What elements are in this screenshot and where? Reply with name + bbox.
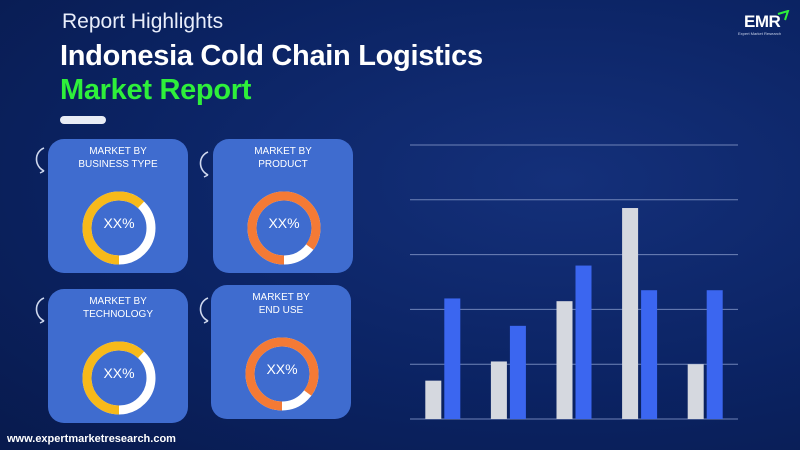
card-end-use: MARKET BY END USE XX% — [211, 285, 351, 419]
bar-chart — [410, 144, 738, 420]
website-url[interactable]: www.expertmarketresearch.com — [7, 433, 176, 445]
swirl-arrow-icon — [35, 147, 45, 174]
ring-value: XX% — [266, 361, 298, 377]
card-label-line2: END USE — [258, 305, 304, 316]
card-label-line1: MARKET BY — [89, 296, 147, 307]
card-label-line1: MARKET BY — [252, 292, 310, 303]
ring-arc — [82, 191, 156, 265]
bar-series2-cat2 — [509, 325, 526, 419]
donut-ring — [82, 191, 156, 265]
bar-series1-cat4 — [622, 208, 639, 419]
card-label-line2: PRODUCT — [258, 159, 308, 170]
ring-arc — [82, 341, 156, 415]
bar-series1-cat5 — [687, 364, 704, 419]
report-subtitle: Report Highlights — [62, 10, 224, 33]
logo-text: EMR — [744, 12, 781, 31]
donut-ring — [247, 191, 321, 265]
bar-series2-cat5 — [706, 290, 723, 419]
ring-value: XX% — [103, 365, 135, 381]
page-title-highlight: Market Report — [60, 74, 252, 106]
bar-series1-cat3 — [556, 301, 573, 419]
swirl-arrow-icon — [35, 297, 45, 324]
ring-value: XX% — [268, 215, 300, 231]
logo-arrow-icon — [777, 10, 790, 21]
ring-value: XX% — [103, 215, 135, 231]
ring-arc — [245, 337, 319, 411]
donut-ring — [245, 337, 319, 411]
bar-series2-cat1 — [444, 298, 461, 419]
card-label-line2: TECHNOLOGY — [82, 309, 153, 320]
ring-arc — [247, 191, 321, 265]
swirl-arrow-icon — [199, 151, 209, 178]
bar-series1-cat2 — [490, 361, 507, 419]
bar-series1-cat1 — [425, 380, 442, 419]
bar-series2-cat3 — [575, 265, 592, 419]
card-label-line2: BUSINESS TYPE — [78, 159, 158, 170]
card-label-line1: MARKET BY — [89, 146, 147, 157]
card-label-line1: MARKET BY — [254, 146, 312, 157]
donut-ring — [82, 341, 156, 415]
logo-tagline: Expert Market Research — [738, 31, 782, 36]
card-product: MARKET BY PRODUCT XX% — [213, 139, 353, 273]
swirl-arrow-icon — [199, 297, 209, 324]
title-underline-pill — [60, 116, 106, 124]
page-title: Indonesia Cold Chain Logistics — [60, 40, 483, 72]
bar-series2-cat4 — [641, 290, 658, 419]
card-technology: MARKET BY TECHNOLOGY XX% — [48, 289, 188, 423]
card-business-type: MARKET BY BUSINESS TYPE XX% — [48, 139, 188, 273]
